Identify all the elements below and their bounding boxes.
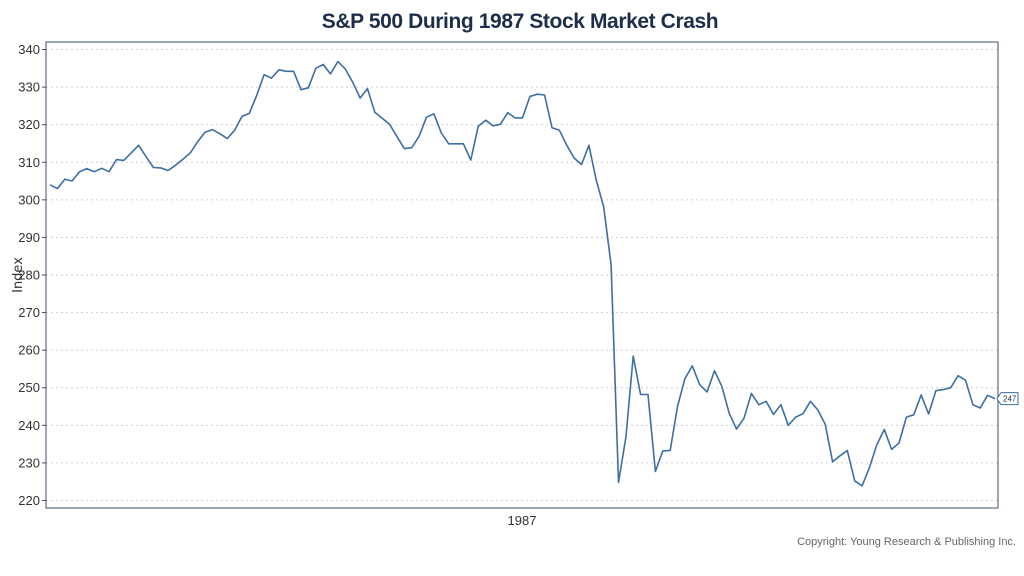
last-value-callout-box <box>996 392 1019 406</box>
y-tick-label-270: 270 <box>18 305 40 320</box>
y-tick-label-240: 240 <box>18 418 40 433</box>
y-axis-ticks: 220 230 240 250 260 270 280 290 300 310 320 330 340 <box>18 42 46 508</box>
y-tick-label-330: 330 <box>18 80 40 95</box>
y-tick-label-250: 250 <box>18 380 40 395</box>
y-tick-label-280: 280 <box>18 268 40 283</box>
y-axis-label: Index <box>11 257 26 293</box>
y-tick-label-340: 340 <box>18 42 40 57</box>
y-tick-label-260: 260 <box>18 343 40 358</box>
y-tick-label-310: 310 <box>18 155 40 170</box>
series-line-sp500 <box>49 60 996 487</box>
y-tick-label-290: 290 <box>18 230 40 245</box>
last-value-label: 247 <box>1003 395 1017 404</box>
y-tick-label-300: 300 <box>18 192 40 207</box>
x-axis-label: 1987 <box>508 513 537 528</box>
y-tick-label-220: 220 <box>18 493 40 508</box>
last-value-callout: 247 <box>996 392 1019 406</box>
chart-title: S&P 500 During 1987 Stock Market Crash <box>321 10 719 33</box>
gridlines <box>46 49 998 501</box>
copyright-note: Copyright: Young Research & Publishing I… <box>797 536 1016 548</box>
y-tick-label-230: 230 <box>18 455 40 470</box>
y-tick-label-320: 320 <box>18 117 40 132</box>
